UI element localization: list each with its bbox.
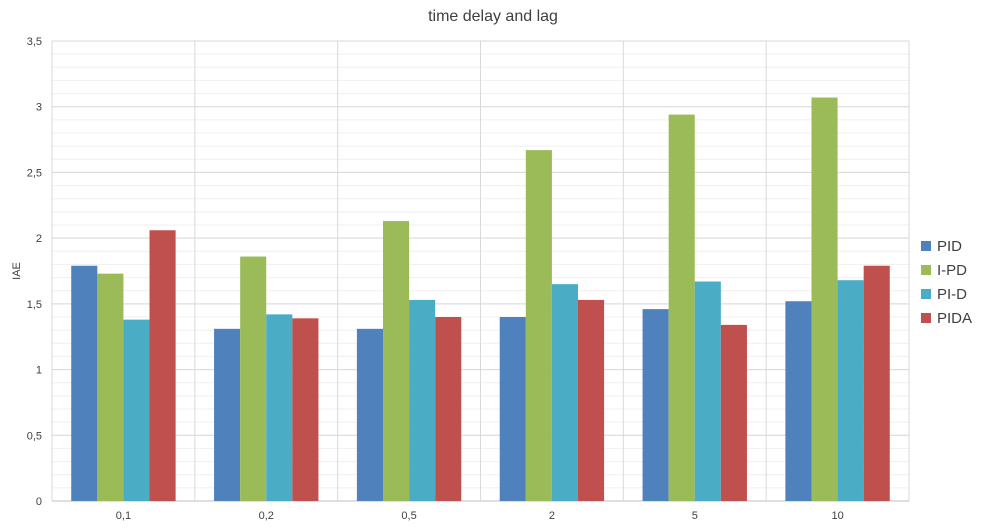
chart-title: time delay and lag (428, 8, 558, 25)
legend-label-pid: PID (937, 238, 962, 255)
bar-pida-0 (149, 230, 176, 501)
bar-pi-d-2 (409, 299, 436, 501)
y-tick-label: 0 (36, 496, 42, 508)
bar-pida-5 (863, 265, 890, 501)
legend-label-pida: PIDA (937, 310, 972, 327)
bar-pi-d-3 (551, 284, 579, 501)
bar-pi-d-1 (266, 314, 293, 501)
x-axis-ticks: 0,1 0,2 0,5 2 5 10 (116, 510, 844, 522)
y-axis-ticks: 0 0,5 1 1,5 2 2,5 3 3,5 (27, 36, 42, 508)
bar-pid-5 (785, 301, 812, 501)
y-tick-label: 2 (36, 233, 42, 245)
bar-i-pd-2 (382, 221, 410, 502)
y-tick-label: 1 (36, 365, 42, 377)
y-tick-label: 3,5 (27, 36, 42, 48)
bar-pi-d-0 (123, 319, 150, 501)
bar-pida-4 (720, 324, 747, 501)
bar-pid-1 (214, 328, 241, 501)
bar-i-pd-4 (668, 114, 695, 501)
y-tick-label: 0,5 (27, 430, 42, 442)
legend-swatch-i-pd (921, 265, 931, 275)
legend-swatch-pida (921, 313, 931, 323)
legend-swatch-pid (921, 241, 931, 251)
y-tick-label: 1,5 (27, 299, 42, 311)
x-tick-label: 10 (831, 510, 843, 522)
bar-i-pd-5 (811, 97, 838, 501)
x-tick-label: 5 (692, 510, 698, 522)
bar-pid-4 (642, 309, 669, 501)
bar-i-pd-3 (525, 150, 552, 502)
major-gridlines (51, 40, 910, 502)
x-tick-label: 0,5 (401, 510, 416, 522)
bar-pida-3 (578, 299, 605, 501)
y-axis-label: IAE (11, 262, 23, 280)
bar-pid-2 (356, 328, 383, 501)
bar-pi-d-5 (837, 280, 864, 501)
bar-pi-d-4 (694, 281, 721, 501)
legend-label-pi-d: PI-D (937, 286, 967, 303)
bar-pid-0 (71, 265, 98, 501)
bar-pid-3 (499, 317, 526, 501)
bar-i-pd-1 (240, 256, 267, 501)
legend-label-i-pd: I-PD (937, 262, 967, 279)
legend: PID I-PD PI-D PIDA (921, 238, 972, 327)
y-tick-label: 2,5 (27, 167, 42, 179)
bar-i-pd-0 (97, 273, 124, 501)
y-tick-label: 3 (36, 102, 42, 114)
x-tick-label: 0,1 (116, 510, 131, 522)
bar-pida-1 (292, 318, 319, 501)
bars (71, 97, 890, 502)
x-tick-label: 2 (549, 510, 555, 522)
legend-swatch-pi-d (921, 289, 931, 299)
bar-pida-2 (435, 317, 462, 501)
x-tick-label: 0,2 (259, 510, 274, 522)
